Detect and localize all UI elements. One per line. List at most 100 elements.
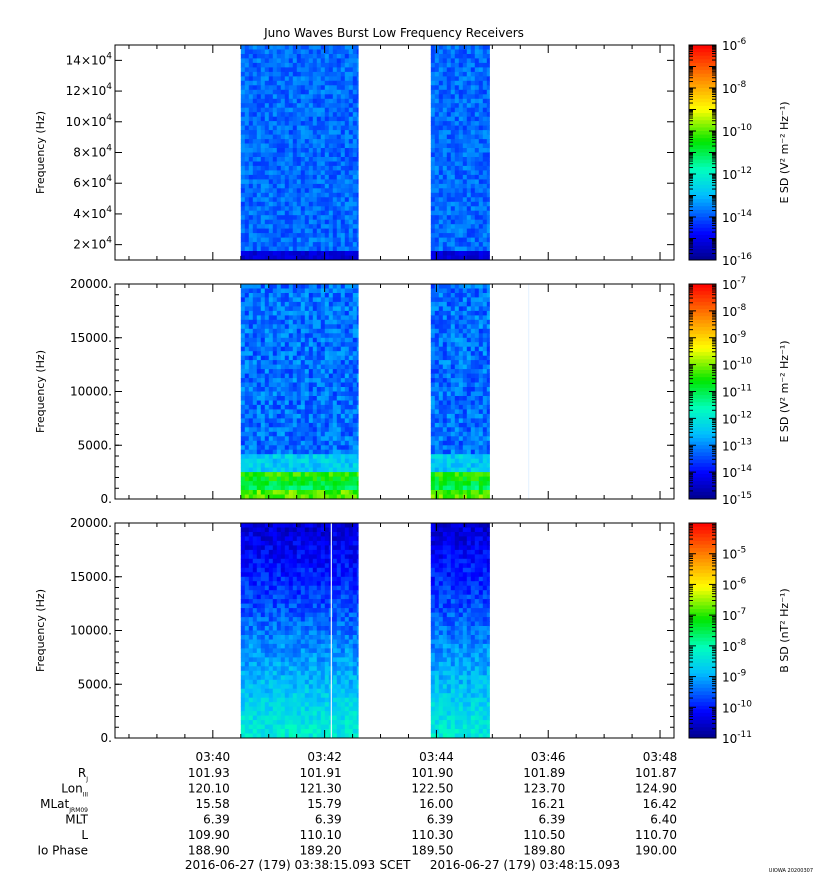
spectral-cell bbox=[308, 427, 314, 433]
spectral-cell bbox=[466, 103, 472, 109]
spectral-cell bbox=[268, 364, 274, 370]
colorbar-segment bbox=[689, 470, 716, 475]
spectral-cell bbox=[356, 192, 359, 198]
spectral-cell bbox=[292, 481, 298, 486]
spectral-cell bbox=[296, 215, 302, 221]
spectral-cell bbox=[348, 130, 354, 135]
spectral-cell bbox=[264, 224, 270, 230]
spectral-cell bbox=[348, 179, 354, 185]
colorbar-segment bbox=[689, 131, 716, 136]
spectral-cell bbox=[296, 58, 302, 64]
spectral-cell bbox=[328, 210, 334, 216]
spectral-cell bbox=[478, 458, 484, 464]
spectral-cell bbox=[442, 440, 448, 446]
spectral-cell bbox=[268, 219, 274, 225]
spectral-cell bbox=[292, 179, 298, 185]
spectral-cell bbox=[292, 54, 298, 59]
spectral-cell bbox=[300, 103, 306, 109]
spectral-cell bbox=[486, 242, 490, 247]
spectral-cell bbox=[344, 161, 350, 167]
spectral-cell bbox=[438, 351, 444, 357]
spectral-cell bbox=[264, 161, 270, 167]
colorbar-segment bbox=[689, 163, 716, 168]
spectral-cell bbox=[336, 157, 342, 162]
spectral-cell bbox=[244, 449, 250, 455]
spectral-cell bbox=[434, 364, 440, 370]
spectral-cell bbox=[284, 404, 290, 410]
spectral-cell bbox=[332, 369, 338, 374]
spectral-cell bbox=[446, 413, 452, 419]
spectral-cell bbox=[340, 165, 346, 171]
spectral-cell bbox=[324, 315, 330, 321]
spectral-cell bbox=[462, 355, 468, 361]
spectral-cell bbox=[268, 98, 274, 104]
spectral-cell bbox=[260, 369, 266, 374]
spectral-cell bbox=[478, 284, 484, 289]
spectral-cell bbox=[244, 472, 250, 477]
spectral-cell bbox=[352, 237, 358, 243]
spectral-cell bbox=[466, 454, 472, 460]
spectral-cell bbox=[340, 378, 346, 383]
spectral-cell bbox=[268, 112, 274, 118]
spectral-cell bbox=[248, 98, 254, 104]
spectral-cell bbox=[356, 255, 359, 261]
spectral-cell bbox=[434, 94, 440, 100]
spectral-cell bbox=[482, 494, 488, 500]
spectral-cell bbox=[446, 170, 452, 176]
spectral-cell bbox=[252, 346, 258, 352]
spectral-cell bbox=[340, 440, 346, 446]
spectral-cell bbox=[332, 58, 338, 64]
spectral-cell bbox=[288, 183, 294, 189]
spectral-cell bbox=[312, 206, 318, 212]
colorbar-segment bbox=[689, 434, 716, 439]
spectral-cell bbox=[272, 228, 278, 234]
spectral-cell bbox=[272, 485, 278, 491]
spectral-cell bbox=[284, 85, 290, 91]
spectral-cell bbox=[450, 396, 456, 401]
spectral-cell bbox=[272, 98, 278, 104]
spectral-cell bbox=[260, 373, 266, 379]
spectral-cell bbox=[256, 333, 262, 339]
spectral-cell bbox=[478, 98, 484, 104]
spectral-cell bbox=[264, 431, 270, 437]
spectral-cell bbox=[446, 396, 452, 401]
spectral-cell bbox=[356, 427, 359, 433]
spectral-cell bbox=[256, 116, 262, 122]
spectral-cell bbox=[248, 94, 254, 100]
spectral-cell bbox=[324, 481, 330, 486]
spectral-cell bbox=[280, 396, 286, 401]
spectral-cell bbox=[470, 157, 476, 162]
spectral-cell bbox=[470, 328, 476, 334]
spectral-cell bbox=[272, 121, 278, 126]
spectral-cell bbox=[308, 201, 314, 207]
spectral-cell bbox=[328, 418, 334, 424]
spectral-cell bbox=[276, 449, 282, 455]
spectral-cell bbox=[240, 373, 246, 379]
spectral-cell bbox=[336, 165, 342, 171]
spectral-cell bbox=[454, 369, 460, 374]
spectral-cell bbox=[320, 306, 326, 312]
spectral-cell bbox=[240, 67, 246, 73]
spectral-cell bbox=[352, 301, 358, 307]
spectral-cell bbox=[240, 246, 246, 252]
spectral-cell bbox=[454, 396, 460, 401]
spectral-cell bbox=[284, 337, 290, 343]
spectral-cell bbox=[348, 378, 354, 383]
spectral-cell bbox=[462, 494, 468, 500]
spectral-cell bbox=[288, 494, 294, 500]
spectral-cell bbox=[260, 197, 266, 203]
spectral-cell bbox=[308, 364, 314, 370]
spectral-cell bbox=[474, 174, 480, 180]
spectral-cell bbox=[332, 431, 338, 437]
spectral-cell bbox=[252, 143, 258, 149]
spectral-cell bbox=[466, 237, 472, 243]
spectral-cell bbox=[482, 85, 488, 91]
spectral-cell bbox=[272, 306, 278, 312]
spectral-cell bbox=[248, 179, 254, 185]
spectral-cell bbox=[356, 62, 359, 68]
spectral-cell bbox=[434, 373, 440, 379]
spectral-cell bbox=[336, 422, 342, 428]
spectral-cell bbox=[348, 485, 354, 491]
spectral-cell bbox=[264, 440, 270, 446]
spectral-cell bbox=[466, 255, 472, 261]
